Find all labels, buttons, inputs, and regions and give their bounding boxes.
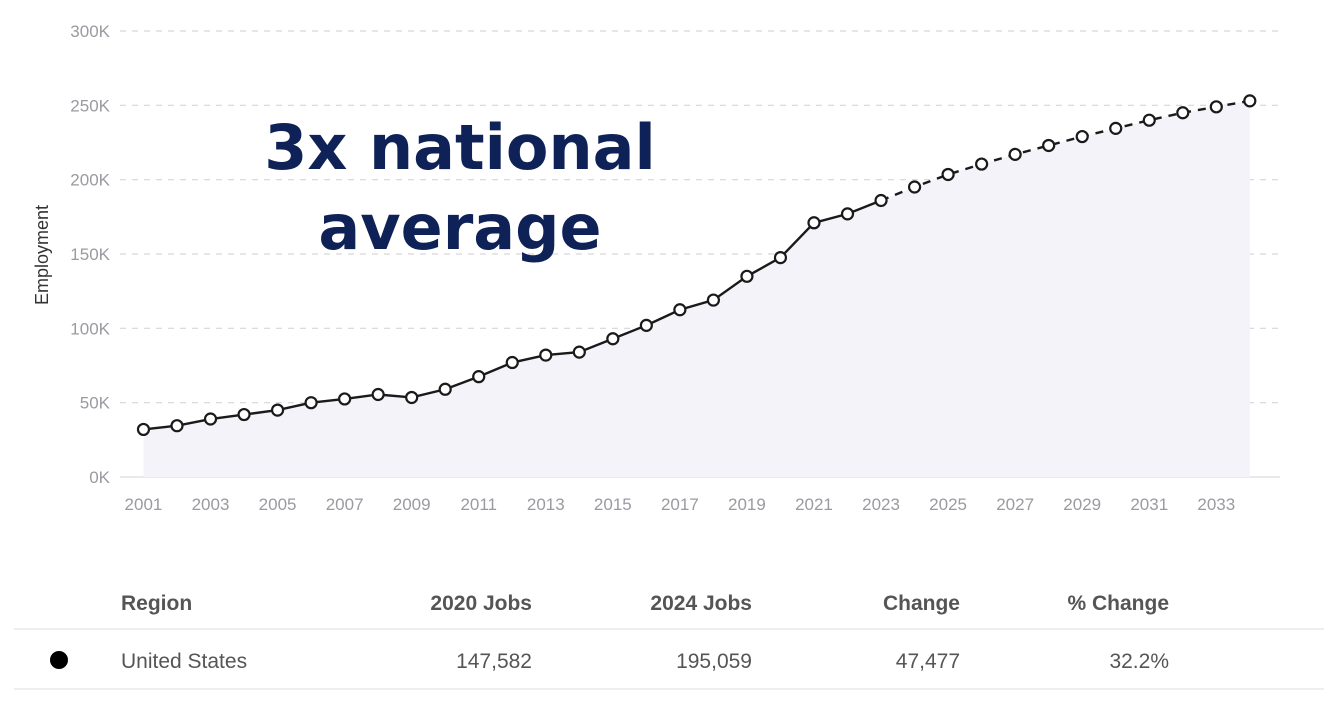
annotation-line-1: 3x national [264, 111, 656, 184]
data-point[interactable] [975, 157, 989, 171]
y-axis-label: Employment [32, 205, 52, 305]
x-tick-label: 2033 [1197, 495, 1235, 514]
x-tick-label: 2015 [594, 495, 632, 514]
data-point[interactable] [1042, 138, 1056, 153]
y-tick-label: 0K [89, 468, 110, 487]
area-under-curve [143, 100, 1250, 477]
data-point[interactable] [338, 392, 352, 406]
data-point[interactable] [136, 422, 151, 437]
data-point[interactable] [203, 412, 218, 426]
data-point[interactable] [472, 370, 486, 384]
data-point[interactable] [1176, 106, 1190, 120]
data-point[interactable] [304, 396, 318, 410]
data-point[interactable] [1243, 94, 1257, 108]
x-tick-label: 2003 [192, 495, 230, 514]
x-tick-label: 2031 [1130, 495, 1168, 514]
data-point[interactable] [706, 293, 721, 307]
data-point[interactable] [1209, 100, 1223, 114]
data-point[interactable] [237, 407, 251, 422]
data-point[interactable] [170, 419, 184, 433]
data-point[interactable] [1075, 129, 1089, 144]
data-point[interactable] [438, 382, 452, 396]
x-tick-label: 2027 [996, 495, 1034, 514]
y-tick-label: 250K [70, 96, 110, 115]
employment-table: Region 2020 Jobs 2024 Jobs Change % Chan… [14, 580, 1324, 690]
data-point[interactable] [840, 207, 855, 221]
cell-region: United States [121, 650, 248, 673]
x-tick-label: 2001 [125, 495, 163, 514]
data-point[interactable] [639, 318, 653, 332]
x-tick-label: 2023 [862, 495, 900, 514]
area-fill [143, 100, 1250, 477]
x-tick-label: 2021 [795, 495, 833, 514]
header-region[interactable]: Region [121, 592, 193, 615]
data-point[interactable] [807, 216, 821, 230]
data-point[interactable] [371, 387, 385, 402]
table-row: United States 147,582 195,059 47,477 32.… [14, 630, 1324, 690]
header-change[interactable]: Change [882, 592, 960, 615]
data-point[interactable] [539, 348, 553, 362]
header-pct-change[interactable]: % Change [1067, 592, 1169, 615]
y-tick-label: 300K [70, 22, 110, 41]
x-tick-label: 2025 [929, 495, 967, 514]
data-point[interactable] [941, 167, 955, 182]
data-point[interactable] [874, 193, 888, 208]
data-point[interactable] [907, 180, 922, 194]
y-tick-label: 200K [70, 171, 110, 190]
annotation-line-2: average [318, 191, 602, 264]
x-tick-label: 2029 [1063, 495, 1101, 514]
cell-pct-change: 32.2% [1109, 650, 1169, 673]
data-point[interactable] [1008, 147, 1022, 161]
x-tick-label: 2017 [661, 495, 699, 514]
data-point[interactable] [572, 345, 586, 359]
table-header-row: Region 2020 Jobs 2024 Jobs Change % Chan… [14, 580, 1324, 630]
cell-2024-jobs: 195,059 [676, 650, 752, 673]
data-point[interactable] [606, 332, 620, 346]
data-point[interactable] [773, 250, 788, 265]
cell-change: 47,477 [895, 650, 960, 673]
chart-annotation: 3x national average [240, 108, 680, 268]
x-tick-label: 2011 [460, 495, 497, 514]
cell-2020-jobs: 147,582 [456, 650, 532, 673]
data-point[interactable] [405, 390, 419, 405]
region-marker-icon [50, 651, 68, 669]
data-point[interactable] [1109, 121, 1123, 135]
x-axis-ticks: 2001 2003 2005 2007 2009 2011 2013 2015 2017 2019… [125, 495, 1236, 514]
data-point[interactable] [1142, 113, 1156, 127]
x-tick-label: 2009 [393, 495, 431, 514]
x-tick-label: 2007 [326, 495, 364, 514]
x-tick-label: 2005 [259, 495, 297, 514]
header-2024-jobs[interactable]: 2024 Jobs [650, 592, 752, 615]
x-tick-label: 2013 [527, 495, 565, 514]
x-tick-label: 2019 [728, 495, 766, 514]
y-tick-label: 100K [70, 319, 110, 338]
data-point[interactable] [740, 269, 754, 283]
data-point[interactable] [673, 303, 687, 317]
y-tick-label: 150K [70, 245, 110, 264]
y-axis-ticks: 0K 50K 100K 150K 200K 250K 300K [70, 22, 110, 487]
data-points [136, 94, 1257, 437]
data-point[interactable] [270, 403, 285, 417]
y-tick-label: 50K [80, 394, 111, 413]
data-point[interactable] [505, 355, 519, 370]
header-2020-jobs[interactable]: 2020 Jobs [430, 592, 532, 615]
